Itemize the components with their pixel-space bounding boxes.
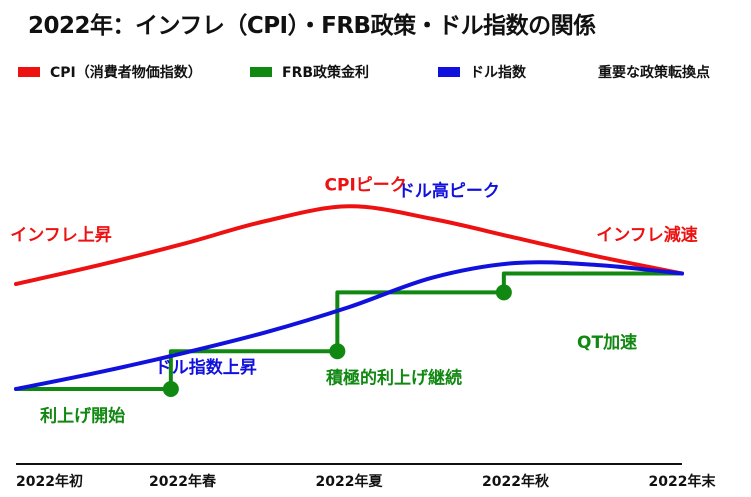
legend-label-frb-rate: FRB政策金利 — [282, 65, 370, 81]
legend-item-frb-rate: FRB政策金利 — [250, 62, 369, 82]
x-tick-label: 2022年春 — [149, 473, 217, 490]
series-line-cpi — [14, 204, 684, 286]
x-tick-label: 2022年秋 — [482, 473, 550, 490]
annotation-label: 積極的利上げ継続 — [326, 368, 462, 389]
series-line-dollar-index — [14, 260, 684, 391]
legend-label-turning-point: 重要な政策転換点 — [598, 65, 710, 81]
legend-item-cpi: CPI（消費者物価指数） — [18, 62, 202, 82]
turning-point-marker — [329, 343, 346, 360]
annotation-label: インフレ上昇 — [10, 226, 112, 246]
x-tick-label: 2022年末 — [649, 473, 717, 490]
chart-title: 2022年：インフレ（CPI）・FRB政策・ドル指数の関係 — [28, 13, 596, 39]
legend-swatch-frb-rate — [250, 67, 272, 77]
legend-item-dollar-index: ドル指数 — [438, 62, 526, 82]
x-tick-label: 2022年夏 — [316, 473, 384, 490]
legend-item-turning-point: 重要な政策転換点 — [598, 62, 710, 82]
annotation-label: ドル高ピーク — [398, 181, 500, 202]
series-layer — [14, 204, 684, 391]
turning-point-marker — [495, 284, 512, 301]
legend-label-dollar-index: ドル指数 — [470, 65, 526, 81]
annotation-label: ドル指数上昇 — [155, 357, 257, 378]
marker-layer — [162, 284, 512, 397]
x-tick-label: 2022年初 — [16, 473, 83, 490]
legend-swatch-dollar-index — [438, 67, 460, 77]
annotation-label: インフレ減速 — [596, 225, 698, 246]
legend: CPI（消費者物価指数） FRB政策金利 ドル指数 重要な政策転換点 — [0, 62, 751, 84]
turning-point-marker — [162, 381, 179, 397]
annotation-label: QT加速 — [577, 332, 637, 353]
tick-layer: 2022年初 2022年春 2022年夏 2022年秋 2022年末 — [16, 473, 716, 490]
legend-label-cpi: CPI（消費者物価指数） — [50, 65, 202, 81]
legend-swatch-cpi — [18, 67, 40, 77]
annotation-label: 利上げ開始 — [40, 405, 125, 426]
annotation-label: CPIピーク — [325, 175, 407, 195]
